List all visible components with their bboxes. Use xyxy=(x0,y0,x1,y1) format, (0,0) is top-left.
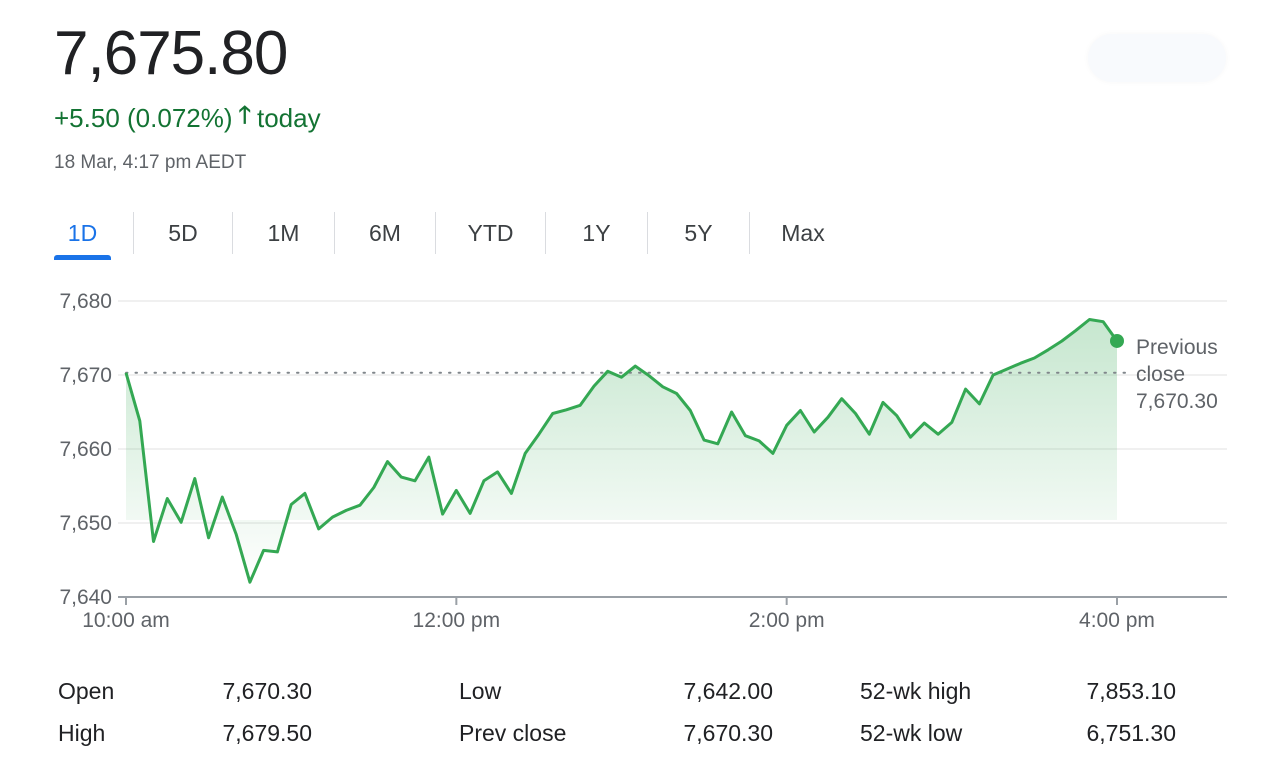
stat-52wk-high-value: 7,853.10 xyxy=(1086,678,1176,704)
tab-1m[interactable]: 1M xyxy=(233,212,334,254)
price-line xyxy=(124,318,1119,584)
change-value: +5.50 (0.072%) xyxy=(54,103,233,133)
stat-high-value: 7,679.50 xyxy=(222,720,312,746)
follow-button[interactable] xyxy=(1088,34,1226,82)
tab-label: 5D xyxy=(168,220,198,246)
intraday-chart[interactable]: 7,680 7,670 7,660 7,650 7,640 Previous close… xyxy=(0,270,1282,650)
tab-label: 1M xyxy=(267,220,300,246)
stat-prev-close-label: Prev close xyxy=(459,720,567,746)
price-area-fill xyxy=(126,319,1117,583)
prev-close-value: 7,670.30 xyxy=(1136,390,1218,413)
y-tick-label: 7,640 xyxy=(59,586,112,609)
prev-close-label-line1: Previous xyxy=(1136,336,1218,359)
stat-low-label: Low xyxy=(459,678,502,704)
x-tick-label: 4:00 pm xyxy=(1079,609,1155,632)
tab-label: 1D xyxy=(67,220,98,246)
tab-1y[interactable]: 1Y xyxy=(546,212,647,254)
tab-label: 5Y xyxy=(684,220,713,246)
tab-label: Max xyxy=(781,220,825,246)
tab-max[interactable]: Max xyxy=(750,212,856,254)
y-tick-label: 7,680 xyxy=(59,290,112,313)
tab-divider xyxy=(545,212,546,254)
stat-52wk-high-label: 52-wk high xyxy=(860,678,972,704)
arrow-up-icon: 🡑 xyxy=(238,102,251,129)
timestamp: 18 Mar, 4:17 pm AEDT xyxy=(54,152,247,173)
tab-divider xyxy=(133,212,134,254)
tab-ytd[interactable]: YTD xyxy=(436,212,545,254)
tab-5d[interactable]: 5D xyxy=(134,212,232,254)
stat-52wk-low-label: 52-wk low xyxy=(860,720,963,746)
stat-open-label: Open xyxy=(58,678,115,704)
x-tick-label: 2:00 pm xyxy=(749,609,825,632)
tab-divider xyxy=(749,212,750,254)
y-tick-label: 7,650 xyxy=(59,512,112,535)
tab-label: YTD xyxy=(467,220,514,246)
tab-label: 6M xyxy=(369,220,401,246)
range-tabs: 1D 5D 1M 6M YTD 1Y 5Y Max xyxy=(54,212,856,260)
stat-low-value: 7,642.00 xyxy=(683,678,773,704)
stat-52wk-low-value: 6,751.30 xyxy=(1086,720,1176,746)
x-tick-label: 10:00 am xyxy=(82,609,170,632)
y-axis-labels: 7,680 7,670 7,660 7,650 7,640 xyxy=(59,290,112,609)
current-price: 7,675.80 xyxy=(54,19,288,88)
change-period: today xyxy=(257,103,321,133)
tab-label: 1Y xyxy=(582,220,611,246)
tab-divider xyxy=(647,212,648,254)
stat-open-value: 7,670.30 xyxy=(222,678,312,704)
price-change: +5.50 (0.072%) 🡑 today xyxy=(54,98,321,139)
tab-divider xyxy=(232,212,233,254)
tab-divider xyxy=(334,212,335,254)
x-axis-ticks: 10:00 am 12:00 pm 2:00 pm 4:00 pm xyxy=(82,597,1155,632)
active-tab-indicator xyxy=(54,255,111,260)
stat-high-label: High xyxy=(58,720,106,746)
y-tick-label: 7,670 xyxy=(59,364,112,387)
tab-divider xyxy=(435,212,436,254)
last-price-dot xyxy=(1110,333,1124,348)
y-tick-label: 7,660 xyxy=(59,438,112,461)
tab-5y[interactable]: 5Y xyxy=(648,212,749,254)
prev-close-label-line2: close xyxy=(1136,363,1185,386)
stat-prev-close-value: 7,670.30 xyxy=(683,720,773,746)
tab-1d[interactable]: 1D xyxy=(54,212,111,260)
x-tick-label: 12:00 pm xyxy=(413,609,501,632)
tab-6m[interactable]: 6M xyxy=(335,212,435,254)
